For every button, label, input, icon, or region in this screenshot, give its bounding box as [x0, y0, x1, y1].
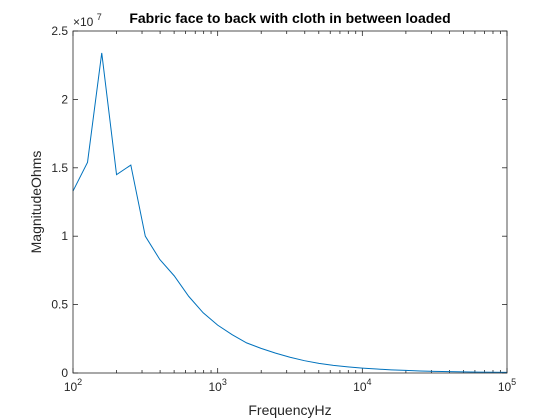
x-tick-label-exponent: 4: [367, 377, 372, 387]
y-tick-label: 0.5: [51, 298, 68, 312]
x-tick-label-exponent: 2: [77, 377, 82, 387]
x-tick-label: 104: [353, 377, 371, 394]
x-tick-label: 105: [498, 377, 516, 394]
y-tick-label: 2: [61, 92, 68, 106]
x-tick-label-base: 10: [208, 380, 222, 394]
y-multiplier-base: ×10: [73, 15, 94, 29]
y-multiplier-exponent: 7: [97, 12, 102, 22]
x-tick-label: 103: [208, 377, 226, 394]
x-tick-label-exponent: 5: [511, 377, 516, 387]
y-tick-label: 0: [61, 366, 68, 380]
x-tick-label-exponent: 3: [222, 377, 227, 387]
chart-title: Fabric face to back with cloth in betwee…: [129, 10, 450, 26]
y-axis-label: MagnitudeOhms: [28, 151, 44, 254]
y-tick-label: 1: [61, 229, 68, 243]
x-axis-label: FrequencyHz: [248, 402, 331, 418]
y-tick-label: 2.5: [51, 24, 68, 38]
y-multiplier-label: ×10 7: [73, 12, 102, 29]
x-tick-label-base: 10: [498, 380, 512, 394]
x-tick-label-base: 10: [353, 380, 367, 394]
y-tick-label: 1.5: [51, 161, 68, 175]
x-tick-label-base: 10: [64, 380, 78, 394]
